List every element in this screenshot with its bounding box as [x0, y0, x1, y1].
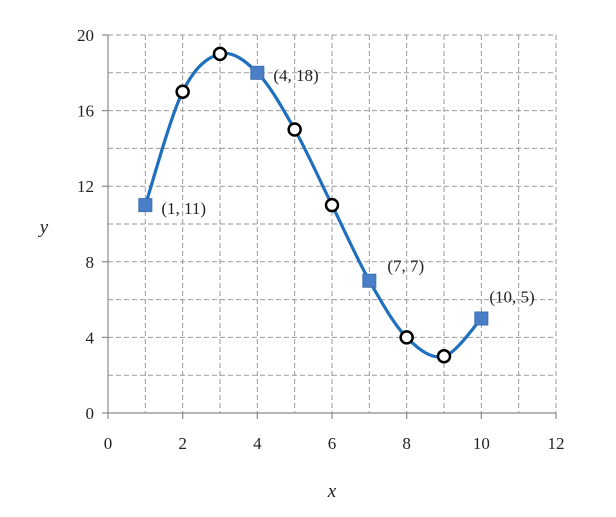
- circle-marker: [399, 330, 414, 345]
- x-tick-label: 10: [473, 434, 490, 453]
- circle-marker: [212, 46, 228, 62]
- y-axis-title: y: [38, 217, 49, 238]
- circle-marker: [436, 349, 452, 364]
- x-tick-label: 4: [253, 434, 262, 453]
- circle-marker: [324, 197, 340, 213]
- y-tick-label: 4: [86, 328, 95, 347]
- x-tick-label: 12: [548, 434, 565, 453]
- point-label: (4, 18): [273, 66, 318, 85]
- point-labels: (1, 11) (4, 18) (7, 7) (10, 5): [161, 66, 534, 307]
- grid: [108, 34, 557, 413]
- circle-marker: [287, 122, 302, 137]
- y-tick-label: 20: [77, 26, 94, 45]
- point-label: (1, 11): [161, 199, 206, 218]
- y-tick-label: 8: [86, 253, 95, 272]
- axes: [102, 34, 557, 419]
- point-label: (10, 5): [489, 288, 534, 307]
- square-marker: [138, 198, 153, 213]
- curve-line: [143, 51, 483, 359]
- x-tick-label: 6: [328, 434, 337, 453]
- point-label: (7, 7): [387, 257, 424, 276]
- x-tick-label: 2: [178, 434, 187, 453]
- curve-layer: [143, 51, 483, 359]
- x-axis-title: x: [327, 481, 337, 502]
- y-tick-label: 0: [86, 404, 95, 423]
- square-marker: [474, 311, 489, 326]
- square-marker: [362, 273, 377, 288]
- circle-marker: [175, 84, 190, 99]
- tick-labels: 0 2 4 6 8 10 12 0 4 8 12 16 20: [77, 26, 565, 453]
- square-marker: [250, 65, 265, 80]
- y-tick-label: 16: [77, 102, 94, 121]
- x-tick-label: 0: [104, 434, 113, 453]
- y-tick-label: 12: [77, 177, 94, 196]
- markers: [138, 46, 489, 364]
- x-tick-label: 8: [402, 434, 411, 453]
